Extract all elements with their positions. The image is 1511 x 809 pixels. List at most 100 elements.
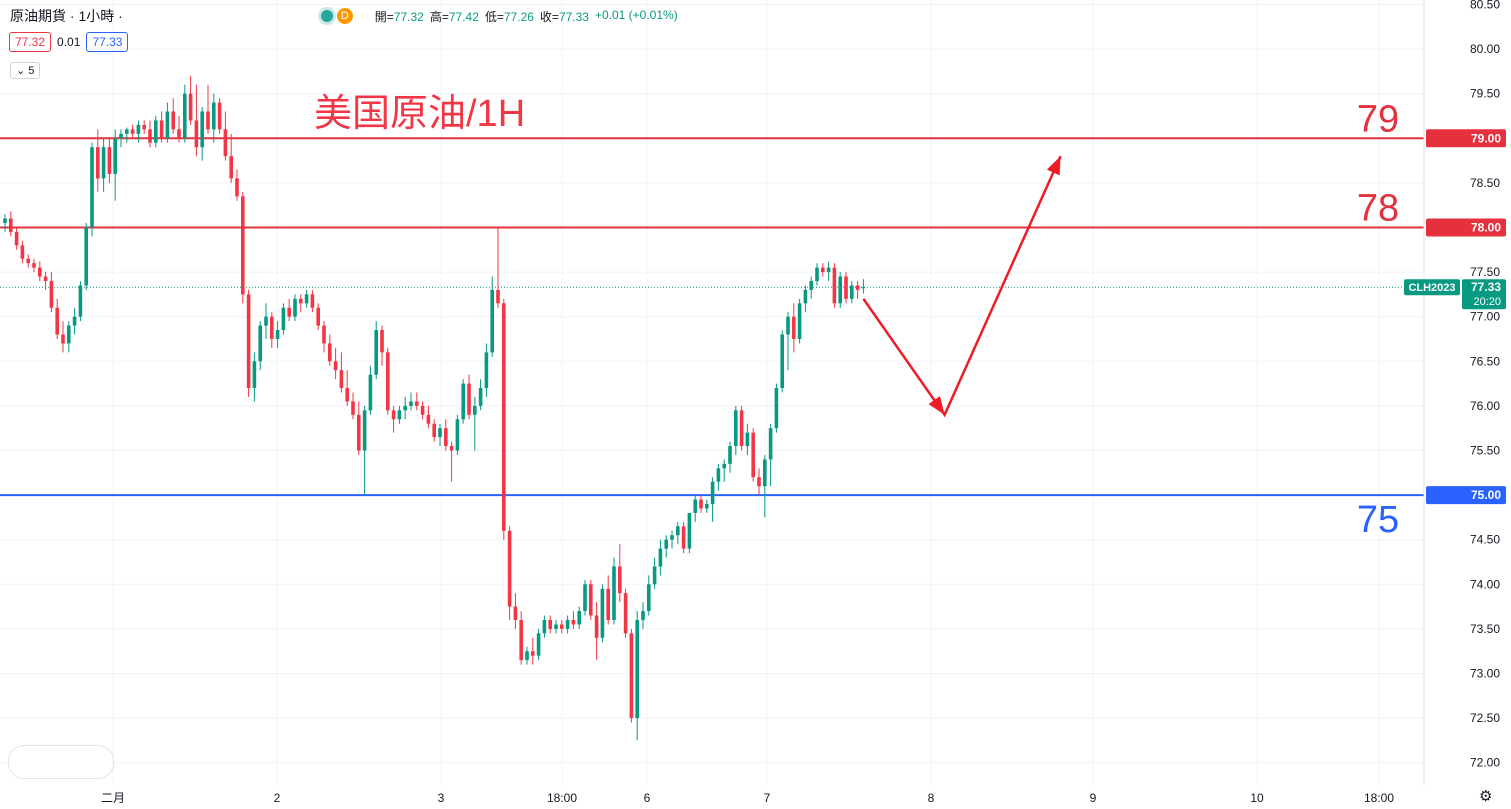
candle-body bbox=[241, 196, 245, 295]
candle-body bbox=[478, 388, 483, 406]
candle-body bbox=[246, 294, 251, 389]
candle-body bbox=[339, 370, 344, 389]
candle-body bbox=[38, 267, 42, 277]
candle-body bbox=[357, 414, 361, 451]
candle-body bbox=[287, 307, 291, 317]
candle-body bbox=[9, 218, 13, 232]
time-tick-label: 3 bbox=[438, 791, 445, 805]
candle-body bbox=[635, 619, 639, 719]
candle-body bbox=[803, 289, 808, 304]
bid-price-button[interactable]: 77.32 bbox=[9, 32, 52, 52]
candle-body bbox=[676, 526, 680, 536]
candle-body bbox=[577, 611, 581, 625]
candle-body bbox=[710, 481, 715, 505]
candle-body bbox=[96, 147, 100, 179]
candle-body bbox=[507, 530, 512, 607]
candle-body bbox=[415, 401, 419, 406]
candle-body bbox=[426, 414, 431, 424]
candle-body bbox=[362, 410, 367, 451]
candlestick-series bbox=[3, 75, 866, 741]
candle-body bbox=[647, 584, 651, 612]
price-tick-label: 79.50 bbox=[1470, 87, 1500, 101]
navigation-pill[interactable] bbox=[8, 745, 114, 779]
candle-body bbox=[420, 405, 425, 415]
high-label: 高= bbox=[429, 9, 449, 24]
candle-body bbox=[768, 428, 773, 460]
last-price-tag-text: 77.33 bbox=[1471, 280, 1501, 294]
indicators-toggle-button[interactable]: ⌄ 5 bbox=[10, 62, 41, 79]
candle-body bbox=[270, 316, 274, 339]
symbol-tag-text: CLH2023 bbox=[1408, 282, 1455, 294]
ask-price-button[interactable]: 77.33 bbox=[86, 32, 129, 52]
time-tick-label: 2 bbox=[274, 791, 281, 805]
candle-body bbox=[565, 619, 570, 629]
indicators-count: 5 bbox=[28, 65, 35, 77]
candle-body bbox=[148, 129, 152, 143]
candle-body bbox=[542, 619, 547, 634]
candle-body bbox=[55, 307, 59, 335]
candle-body bbox=[850, 285, 854, 299]
time-tick-label: 二月 bbox=[101, 791, 125, 805]
gear-icon[interactable]: ⚙ bbox=[1479, 788, 1493, 805]
level-price-tag-text: 78.00 bbox=[1471, 220, 1501, 234]
time-tick-label: 8 bbox=[928, 791, 935, 805]
candle-body bbox=[780, 334, 784, 389]
candle-body bbox=[670, 535, 674, 540]
countdown-text: 20:20 bbox=[1473, 296, 1501, 308]
candle-body bbox=[432, 423, 436, 438]
candle-body bbox=[641, 611, 645, 620]
ohlc-values: 開=77.32 高=77.42 低=77.26 收=77.33 +0.01 (+… bbox=[375, 8, 678, 25]
level-price-tag-text: 75.00 bbox=[1471, 488, 1501, 502]
symbol-title[interactable]: 原油期貨 · 1小時 · bbox=[10, 8, 123, 24]
candle-body bbox=[200, 111, 204, 148]
candle-body bbox=[293, 298, 297, 317]
candle-body bbox=[61, 334, 65, 344]
candle-body bbox=[809, 280, 813, 290]
time-tick-label: 18:00 bbox=[547, 791, 577, 805]
forecast-arrow bbox=[862, 155, 1062, 418]
candle-body bbox=[797, 303, 802, 339]
candle-body bbox=[774, 388, 779, 429]
candle-body bbox=[264, 316, 268, 326]
quote-panel: 77.32 0.01 77.33 bbox=[9, 32, 129, 52]
candle-body bbox=[554, 624, 558, 629]
candle-body bbox=[792, 316, 796, 339]
candle-body bbox=[473, 405, 477, 415]
data-badge[interactable]: D bbox=[336, 8, 353, 24]
candle-body bbox=[531, 651, 535, 656]
candle-body bbox=[606, 588, 610, 620]
candle-body bbox=[745, 432, 750, 447]
candle-body bbox=[177, 129, 181, 139]
candle-body bbox=[589, 584, 593, 616]
candle-body bbox=[687, 512, 692, 549]
candle-body bbox=[252, 361, 257, 389]
candle-body bbox=[490, 289, 494, 353]
candle-body bbox=[455, 419, 460, 451]
price-tick-label: 73.50 bbox=[1470, 622, 1500, 636]
candle-body bbox=[658, 548, 663, 567]
level-label: 79 bbox=[1357, 98, 1399, 140]
spread-value: 0.01 bbox=[57, 35, 81, 49]
symbol-tag bbox=[1404, 279, 1460, 296]
low-value: 77.26 bbox=[503, 9, 534, 24]
candle-body bbox=[159, 120, 164, 139]
price-tick-label: 74.00 bbox=[1470, 577, 1500, 591]
high-value: 77.42 bbox=[448, 9, 479, 24]
candle-body bbox=[734, 410, 738, 447]
candle-body bbox=[275, 330, 280, 339]
candle-body bbox=[107, 147, 112, 174]
close-value: 77.33 bbox=[558, 9, 589, 24]
arrowhead-up-icon bbox=[1046, 156, 1061, 176]
candle-body bbox=[20, 245, 25, 259]
price-tick-label: 80.50 bbox=[1470, 0, 1500, 11]
candle-body bbox=[496, 289, 500, 304]
candle-body bbox=[751, 432, 755, 478]
price-tick-label: 80.00 bbox=[1470, 42, 1500, 56]
time-tick-label: 18:00 bbox=[1364, 791, 1394, 805]
candle-body bbox=[623, 593, 628, 634]
candle-body bbox=[90, 147, 94, 228]
candle-body bbox=[705, 504, 709, 509]
candle-body bbox=[304, 294, 309, 304]
candle-body bbox=[757, 477, 761, 487]
